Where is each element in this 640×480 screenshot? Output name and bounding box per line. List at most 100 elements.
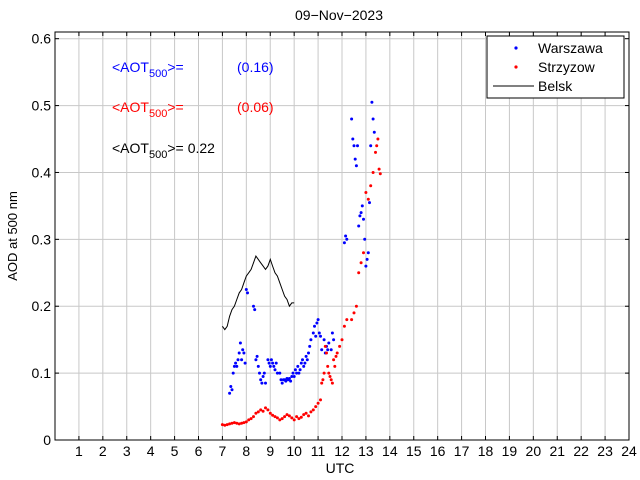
data-point-strzyzow (283, 415, 287, 419)
data-point-strzyzow (261, 409, 265, 413)
data-point-strzyzow (309, 410, 313, 414)
annotation-strzyzow: <AOT500>= (0.06) (112, 99, 274, 120)
data-point-strzyzow (244, 420, 248, 424)
data-point-warszawa (289, 379, 293, 383)
data-point-warszawa (371, 117, 375, 121)
data-point-strzyzow (295, 415, 299, 419)
x-tick-label: 17 (454, 443, 470, 459)
data-point-strzyzow (371, 171, 375, 174)
data-point-warszawa (344, 234, 348, 238)
data-point-warszawa (356, 144, 359, 148)
data-point-warszawa (240, 358, 244, 362)
data-point-warszawa (237, 351, 241, 355)
data-point-strzyzow (375, 144, 379, 148)
data-point-warszawa (234, 361, 238, 365)
data-point-warszawa (360, 204, 364, 208)
data-point-warszawa (280, 381, 284, 385)
x-tick-label: 6 (195, 443, 203, 459)
data-point-warszawa (358, 214, 362, 218)
data-point-warszawa (317, 331, 321, 335)
x-tick-label: 23 (597, 443, 613, 459)
data-point-warszawa (332, 338, 336, 342)
data-point-strzyzow (249, 417, 253, 421)
data-point-warszawa (266, 358, 270, 362)
svg-text:<AOT500>=: <AOT500>= (112, 99, 184, 120)
data-point-warszawa (305, 358, 309, 362)
data-point-warszawa (295, 371, 299, 375)
data-point-strzyzow (321, 378, 325, 382)
y-tick-label: 0.2 (32, 298, 52, 314)
data-point-strzyzow (230, 421, 234, 425)
x-tick-label: 5 (171, 443, 179, 459)
data-point-warszawa (291, 371, 295, 375)
data-point-warszawa (230, 388, 234, 392)
data-point-warszawa (366, 251, 370, 255)
data-point-warszawa (297, 371, 301, 375)
data-point-strzyzow (271, 413, 275, 417)
annotation-suffix: >= (167, 59, 183, 75)
data-point-warszawa (261, 375, 265, 378)
data-point-strzyzow (359, 261, 363, 265)
grid (55, 32, 629, 440)
x-tick-label: 22 (573, 443, 589, 459)
data-point-warszawa (326, 348, 330, 352)
data-point-strzyzow (278, 418, 282, 422)
data-point-strzyzow (364, 191, 368, 194)
data-point-warszawa (353, 157, 357, 161)
data-point-warszawa (370, 100, 374, 104)
data-point-warszawa (275, 371, 279, 375)
data-point-strzyzow (292, 418, 296, 422)
data-point-warszawa (320, 348, 324, 352)
data-point-warszawa (279, 378, 283, 382)
legend-label-strzyzow: Strzyzow (538, 59, 596, 75)
y-tick-label: 0.4 (32, 164, 52, 180)
data-point-strzyzow (264, 406, 267, 410)
data-point-strzyzow (240, 421, 244, 425)
data-point-strzyzow (254, 411, 258, 415)
data-point-strzyzow (314, 405, 318, 409)
x-tick-label: 9 (266, 443, 274, 459)
data-point-strzyzow (369, 184, 373, 188)
x-tick-label: 8 (242, 443, 250, 459)
annotation-subscript: 500 (149, 149, 167, 161)
data-point-warszawa (236, 358, 240, 362)
data-point-strzyzow (290, 416, 294, 420)
data-point-warszawa (330, 331, 334, 335)
data-point-strzyzow (340, 338, 344, 342)
data-point-warszawa (307, 351, 310, 355)
annotation-prefix: <AOT (112, 59, 149, 75)
data-point-warszawa (278, 371, 282, 375)
data-point-strzyzow (223, 423, 227, 427)
data-point-warszawa (357, 224, 361, 228)
data-point-warszawa (313, 324, 316, 328)
chart-title: 09−Nov−2023 (295, 7, 383, 23)
data-point-warszawa (352, 144, 356, 148)
data-point-strzyzow (273, 415, 277, 419)
data-point-warszawa (259, 378, 263, 382)
data-point-warszawa (254, 358, 258, 362)
x-tick-label: 13 (358, 443, 374, 459)
data-point-warszawa (242, 351, 246, 355)
x-tick-label: 24 (621, 443, 637, 459)
data-point-strzyzow (259, 408, 263, 412)
data-point-warszawa (350, 117, 354, 121)
data-point-warszawa (327, 341, 331, 345)
legend-label-belsk: Belsk (538, 78, 573, 94)
data-point-warszawa (243, 361, 247, 365)
data-point-warszawa (365, 257, 369, 261)
data-point-warszawa (238, 341, 242, 345)
y-tick-label: 0.5 (32, 98, 52, 114)
data-point-warszawa (368, 201, 371, 205)
data-point-strzyzow (225, 423, 229, 427)
x-tick-label: 19 (502, 443, 518, 459)
legend-marker-warszawa (514, 46, 518, 50)
data-point-strzyzow (302, 413, 306, 417)
data-point-warszawa (363, 237, 367, 241)
data-point-strzyzow (342, 324, 346, 328)
data-point-strzyzow (297, 417, 301, 421)
data-point-warszawa (244, 288, 248, 291)
data-point-warszawa (302, 364, 306, 368)
data-point-warszawa (364, 264, 368, 268)
data-point-strzyzow (366, 197, 370, 201)
y-axis-label: AOD at 500 nm (5, 191, 20, 281)
